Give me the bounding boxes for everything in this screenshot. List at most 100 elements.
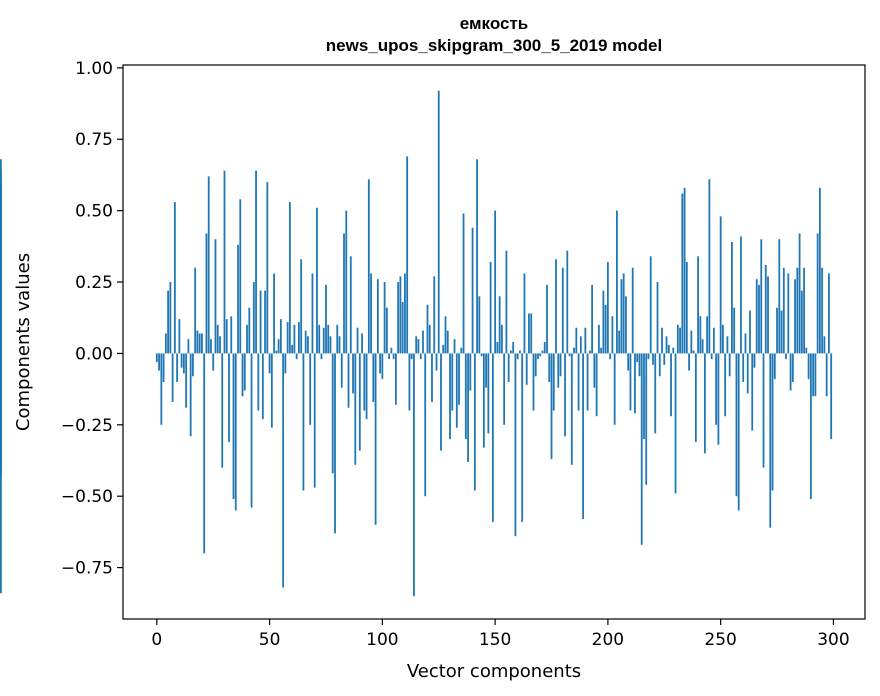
bar xyxy=(760,239,763,354)
bar xyxy=(273,273,275,354)
bar xyxy=(449,353,451,440)
bar xyxy=(683,187,686,354)
bar xyxy=(354,353,357,465)
bar xyxy=(830,353,833,440)
bar xyxy=(489,262,492,354)
bar xyxy=(223,170,226,354)
bar xyxy=(676,324,679,354)
bar xyxy=(494,210,497,354)
bar xyxy=(381,353,384,380)
bar xyxy=(782,267,785,354)
bar xyxy=(600,347,603,354)
bar xyxy=(627,353,630,371)
bar xyxy=(413,353,415,597)
bar xyxy=(622,273,625,354)
bar xyxy=(487,353,490,434)
bar xyxy=(699,316,702,354)
bar xyxy=(762,353,765,468)
bar xyxy=(356,327,359,354)
bar xyxy=(505,250,508,354)
bar xyxy=(284,353,287,374)
bar xyxy=(196,330,199,354)
bar xyxy=(548,353,551,382)
bar xyxy=(194,267,197,354)
bar xyxy=(767,276,769,354)
bar xyxy=(652,353,654,365)
bar xyxy=(701,339,704,354)
bar xyxy=(636,353,639,362)
bar xyxy=(316,207,318,354)
bar xyxy=(796,267,799,354)
bar xyxy=(789,353,792,391)
bar xyxy=(638,353,641,377)
bar xyxy=(349,256,352,354)
bar xyxy=(212,353,215,371)
bar xyxy=(780,310,783,354)
bar xyxy=(275,350,278,354)
bar xyxy=(818,187,821,354)
bar xyxy=(503,353,506,425)
bar xyxy=(187,339,190,354)
bar xyxy=(805,347,808,354)
bar xyxy=(555,259,557,354)
bar xyxy=(643,353,645,440)
bar xyxy=(812,353,815,397)
bar xyxy=(0,267,2,354)
bar xyxy=(442,344,445,354)
bar xyxy=(385,307,388,354)
bar xyxy=(478,296,481,354)
bar xyxy=(370,273,372,354)
bar xyxy=(388,353,391,360)
bar xyxy=(311,273,314,354)
bar xyxy=(791,353,794,382)
bar xyxy=(237,244,239,354)
bar xyxy=(584,327,587,354)
bar xyxy=(593,353,596,388)
bar xyxy=(343,233,345,354)
bar xyxy=(167,290,169,354)
bar xyxy=(338,336,341,354)
bar xyxy=(302,353,305,491)
bar xyxy=(259,290,262,354)
bar xyxy=(620,279,623,354)
bar xyxy=(422,330,424,354)
bar xyxy=(828,273,830,354)
bar xyxy=(575,327,578,354)
bar xyxy=(241,353,244,397)
bar xyxy=(401,302,404,354)
bar xyxy=(460,347,463,354)
bar xyxy=(279,319,282,354)
bar xyxy=(180,353,183,368)
bar xyxy=(566,250,569,354)
bar xyxy=(164,333,167,354)
bar xyxy=(568,353,571,357)
bar xyxy=(329,336,332,354)
bar xyxy=(512,342,515,354)
y-axis: −0.75 −0.50 −0.25 0.00 0.25 0.50 0.75 1.00 xyxy=(61,59,123,579)
bar xyxy=(383,282,386,354)
bar xyxy=(519,350,521,354)
bar xyxy=(433,276,436,354)
bar xyxy=(577,353,580,411)
bars-group xyxy=(0,90,833,597)
bar xyxy=(347,353,350,408)
bar xyxy=(462,213,465,354)
bar xyxy=(467,353,469,462)
bar xyxy=(205,233,208,354)
y-tick-label: 0.00 xyxy=(75,344,113,364)
bar xyxy=(469,353,472,391)
bar xyxy=(528,313,530,354)
bar xyxy=(616,210,618,354)
bar xyxy=(374,353,377,525)
bar xyxy=(661,327,663,354)
bar xyxy=(270,353,273,428)
bar xyxy=(473,353,476,491)
bar xyxy=(372,353,375,402)
bar xyxy=(331,353,334,474)
bar xyxy=(602,290,605,354)
bar xyxy=(694,353,697,442)
bar xyxy=(809,353,812,500)
bar xyxy=(722,324,724,354)
bar xyxy=(496,342,499,354)
bar xyxy=(685,262,688,354)
